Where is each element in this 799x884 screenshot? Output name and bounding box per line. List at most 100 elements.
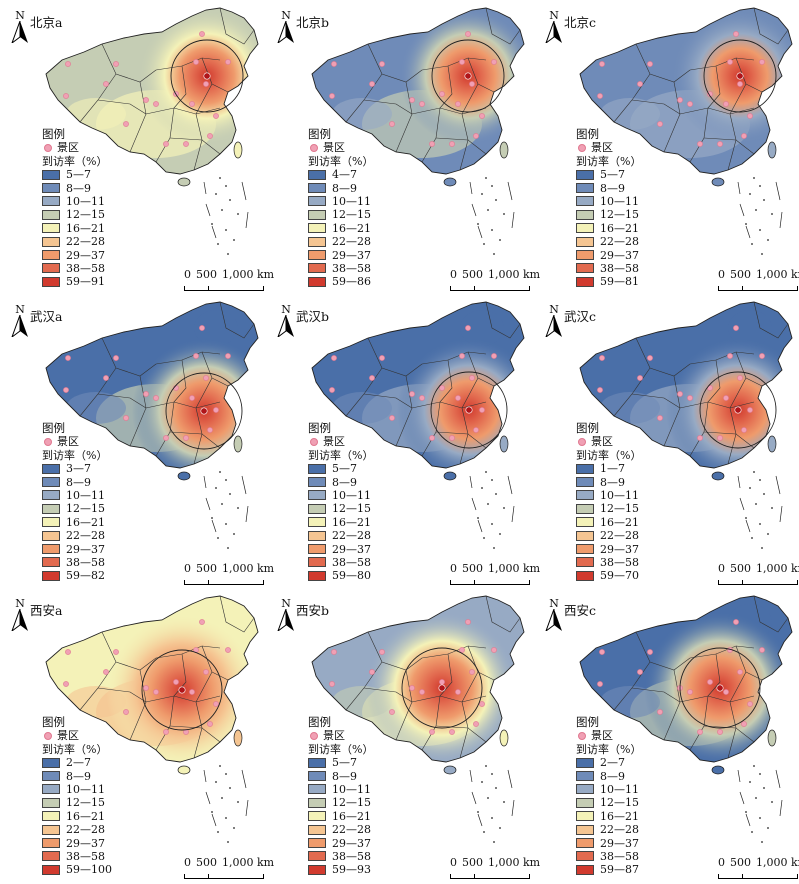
legend-class-row: 29—37 [576, 836, 641, 850]
legend-swatch [42, 851, 60, 862]
scenic-spot-marker [449, 141, 455, 147]
legend-class-label: 59—93 [332, 863, 371, 877]
legend-class-label: 16—21 [66, 515, 105, 529]
scenic-spot-marker [473, 721, 479, 727]
map-legend: 图例 景区 到访率（%） 1—7 8—9 10—11 12—15 16—21 22—28 29—3… [576, 422, 641, 583]
legend-class-label: 29—37 [66, 836, 105, 850]
panel-title: 武汉c [564, 309, 597, 324]
nine-dash-line [469, 181, 515, 239]
hub-radius-circle [699, 371, 777, 449]
scenic-spot-marker [203, 81, 209, 87]
legend-swatch [576, 183, 594, 194]
legend-class-row: 8—9 [42, 181, 107, 195]
legend-swatch [576, 517, 594, 528]
scenic-spot-marker [163, 435, 169, 441]
legend-poi-label: 景区 [591, 729, 613, 742]
scenic-spot-marker [189, 395, 195, 401]
legend-class-label: 38—58 [600, 261, 639, 275]
legend-poi-row: 景区 [42, 435, 107, 448]
hub-city-marker [734, 406, 742, 414]
scenic-spot-marker [123, 709, 129, 715]
legend-class-label: 59—87 [600, 863, 639, 877]
panel-title: 西安c [564, 603, 597, 618]
legend-title: 图例 [42, 715, 65, 729]
legend-poi-label: 景区 [323, 729, 345, 742]
scale-tick [474, 580, 475, 584]
legend-swatch [42, 263, 60, 274]
scale-labels: 0 500 1,000 km [184, 268, 274, 281]
scenic-spot-marker [429, 435, 435, 441]
legend-class-label: 38—58 [66, 261, 105, 275]
panel-title: 北京a [30, 15, 63, 30]
map-legend: 图例 景区 到访率（%） 2—7 8—9 10—11 12—15 16—21 22—28 29—3… [576, 716, 641, 877]
legend-class-row: 10—11 [308, 195, 373, 208]
scenic-spot-marker [329, 93, 335, 99]
legend-class-label: 2—7 [600, 756, 625, 770]
north-arrow-icon [10, 608, 28, 633]
legend-class-label: 22—28 [332, 235, 371, 249]
hub-city-marker [200, 407, 208, 415]
legend-swatch [308, 263, 326, 274]
legend-swatch [576, 557, 594, 568]
scenic-spot-marker [473, 427, 479, 433]
legend-poi-label: 景区 [591, 141, 613, 154]
legend-swatch [308, 276, 326, 287]
scenic-spot-marker [193, 59, 199, 65]
legend-rate-title: 到访率（%） [308, 155, 374, 168]
legend-swatch [576, 570, 594, 581]
scenic-spot-marker [419, 689, 425, 695]
legend-class-label: 16—21 [66, 809, 105, 823]
legend-swatch [42, 169, 60, 180]
scenic-spot-marker [465, 31, 471, 37]
legend-swatch [576, 169, 594, 180]
legend-class-row: 5—7 [576, 168, 641, 181]
legend-class-label: 12—15 [332, 208, 371, 222]
legend-swatch [308, 824, 326, 835]
scale-label: 0 [450, 562, 457, 575]
legend-class-row: 12—15 [42, 502, 107, 515]
scale-bar-line [718, 580, 798, 585]
legend-class-label: 22—28 [332, 529, 371, 543]
scenic-spot-marker [449, 729, 455, 735]
legend-swatch [308, 864, 326, 875]
scenic-spot-marker [123, 121, 129, 127]
scenic-spot-marker [389, 121, 395, 127]
legend-poi-label: 景区 [57, 141, 79, 154]
legend-class-label: 5—7 [66, 168, 91, 182]
north-arrow-icon [10, 314, 28, 339]
legend-class-row: 22—28 [42, 529, 107, 542]
scale-label: 0 [450, 856, 457, 869]
legend-class-label: 38—58 [332, 555, 371, 569]
hub-radius-circle [165, 372, 243, 450]
legend-class-label: 59—91 [66, 275, 105, 289]
legend-poi-row: 景区 [576, 141, 641, 154]
scale-label: 500 [462, 562, 483, 575]
legend-swatch [308, 757, 326, 768]
legend-swatch [576, 503, 594, 514]
legend-class-row: 16—21 [42, 516, 107, 529]
legend-class-row: 38—58 [576, 850, 641, 863]
scenic-spot-marker [207, 133, 213, 139]
legend-rate-title: 到访率（%） [576, 155, 642, 168]
hub-city-marker [464, 72, 472, 80]
scale-label: 1,000 km [488, 562, 541, 575]
legend-poi-row: 景区 [576, 729, 641, 742]
scenic-spot-marker [103, 375, 109, 381]
legend-class-row: 2—7 [576, 756, 641, 769]
scenic-spot-marker [599, 649, 605, 655]
legend-swatch [576, 824, 594, 835]
choropleth-map [579, 7, 793, 255]
panel-title: 西安b [296, 603, 330, 618]
legend-class-label: 12—15 [332, 796, 371, 810]
legend-swatch [42, 209, 60, 220]
scale-label: 500 [462, 268, 483, 281]
scale-bar: 0 500 1,000 km [718, 268, 799, 291]
map-legend: 图例 景区 到访率（%） 5—7 8—9 10—11 12—15 16—21 22—28 29—3… [308, 422, 373, 583]
legend-class-label: 1—7 [600, 462, 625, 476]
legend-swatch [42, 223, 60, 234]
scenic-spot-marker [419, 395, 425, 401]
legend-swatch [42, 250, 60, 261]
legend-class-label: 59—82 [66, 569, 105, 583]
nine-dash-line [469, 769, 515, 827]
scenic-spot-marker [723, 101, 729, 107]
